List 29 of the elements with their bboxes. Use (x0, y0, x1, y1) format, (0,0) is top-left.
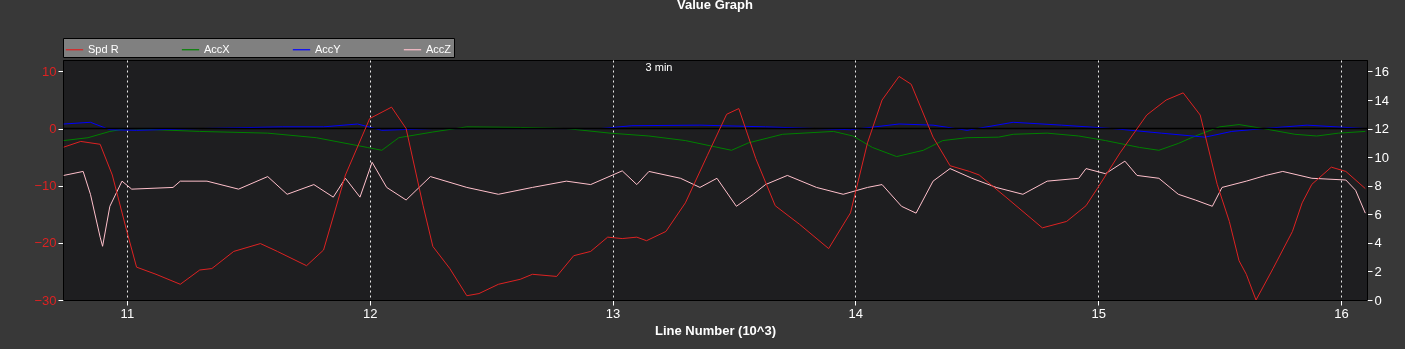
y-tick-label: −20 (34, 235, 57, 251)
y-tick-label: 0 (49, 121, 57, 137)
y2-tick-label: 2 (1374, 263, 1382, 279)
y-tick-label: −30 (34, 292, 57, 308)
line-series (63, 160, 1366, 247)
x-axis-title: Line Number (10^3) (654, 322, 777, 338)
x-tick-label: 15 (1091, 305, 1106, 321)
y2-tick-label: 16 (1374, 63, 1389, 79)
y2-tick-label: 0 (1374, 292, 1382, 308)
chart-title: Value Graph (677, 0, 753, 12)
x-tick-label: 14 (848, 305, 864, 321)
legend-label: AccY (315, 42, 342, 55)
y2-tick-label: 8 (1374, 178, 1382, 194)
y2-tick-label: 6 (1374, 206, 1382, 222)
x-tick-label: 13 (605, 305, 621, 321)
legend-label: Spd R (88, 42, 119, 55)
annotation: 3 min (645, 61, 673, 73)
y2-tick-label: 12 (1374, 121, 1389, 137)
x-tick-label: 12 (362, 305, 378, 321)
y2-tick-label: 10 (1374, 149, 1389, 165)
x-tick-label: 11 (120, 305, 135, 321)
y2-tick-label: 4 (1374, 235, 1382, 251)
y2-tick-label: 14 (1374, 92, 1389, 108)
y-tick-label: 10 (42, 63, 57, 79)
y-tick-label: −10 (34, 178, 57, 194)
x-tick-label: 16 (1334, 305, 1349, 321)
legend-label: AccZ (426, 42, 452, 55)
line-series (63, 124, 1366, 158)
legend-label: AccX (204, 42, 231, 55)
